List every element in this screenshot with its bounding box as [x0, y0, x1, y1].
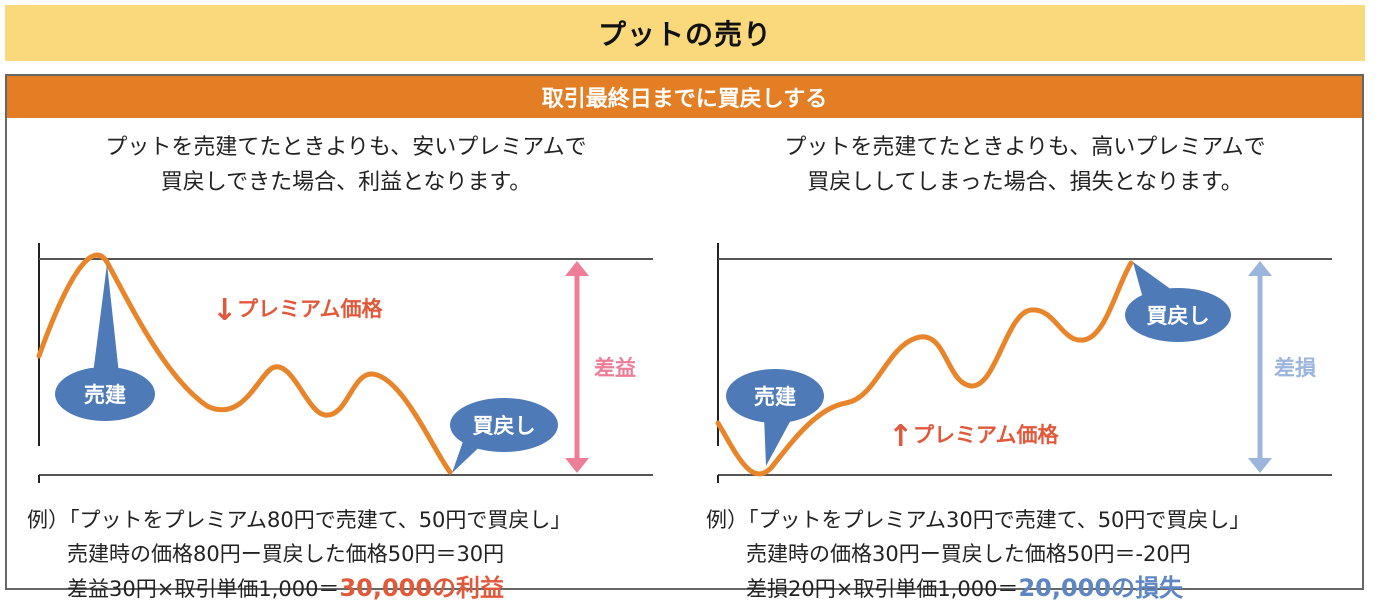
loss-sell-callout: [726, 369, 824, 423]
profit-panel: プットを売建てたときよりも、安いプレミアムで 買戻しできた場合、利益となります。…: [7, 118, 685, 602]
loss-example-line3: 差損20円×取引単価1,000＝20,000の損失: [706, 571, 1250, 606]
loss-price-line: [715, 260, 1134, 477]
loss-premium-label: プレミアム価格: [913, 423, 1060, 447]
loss-result: 20,000の損失: [1018, 574, 1184, 602]
profit-description-line1: プットを売建てたときよりも、安いプレミアムで: [105, 135, 587, 160]
profit-range-arrow-up-icon: [565, 261, 589, 276]
profit-description-line2: 買戻しできた場合、利益となります。: [160, 170, 532, 195]
loss-premium-arrow-icon: ↑: [888, 419, 913, 454]
loss-example-line2: 売建時の価格30円ー買戻した価格50円＝-20円: [746, 542, 1191, 566]
loss-sell-callout-tail: [764, 416, 792, 466]
loss-range-arrow-up-icon: [1248, 261, 1272, 276]
loss-example-prefix: 差損20円×取引単価1,000＝: [746, 577, 1019, 601]
profit-sell-callout: [55, 367, 155, 421]
content-frame: 取引最終日までに買戻しする プットを売建てたときよりも、安いプレミアムで 買戻し…: [5, 74, 1364, 602]
page-title: プットの売り: [597, 18, 772, 51]
profit-buyback-label: 買戻し: [473, 414, 536, 438]
profit-example-line1: 例）「プットをプレミアム80円で売建て、50円で買戻し」: [27, 508, 572, 532]
loss-example: 例）「プットをプレミアム30円で売建て、50円で買戻し」 売建時の価格30円ー買…: [706, 503, 1250, 606]
profit-range-arrow-down-icon: [565, 458, 589, 473]
loss-buyback-callout: [1125, 288, 1231, 342]
profit-premium-label: プレミアム価格: [237, 297, 384, 321]
profit-example-line3: 差益30円×取引単価1,000＝30,000の利益: [27, 571, 571, 606]
loss-description-line2: 買戻ししてしまった場合、損失となります。: [807, 170, 1243, 195]
profit-example: 例）「プットをプレミアム80円で売建て、50円で買戻し」 売建時の価格80円ー買…: [27, 503, 571, 606]
loss-range-label: 差損: [1274, 356, 1317, 380]
subtitle: 取引最終日までに買戻しする: [541, 87, 828, 112]
profit-range-label: 差益: [594, 356, 636, 380]
profit-result: 30,000の利益: [339, 574, 505, 602]
loss-chart: 売建 買戻し ↑ プレミアム価格 差損: [715, 243, 1332, 483]
title-bar: プットの売り: [5, 5, 1365, 61]
profit-sell-label: 売建: [84, 383, 126, 407]
profit-premium-arrow-icon: ↓: [212, 293, 237, 328]
profit-chart: 売建 買戻し ↓ プレミアム価格 差益: [36, 243, 653, 483]
loss-panel: プットを売建てたときよりも、高いプレミアムで 買戻ししてしまった場合、損失となり…: [686, 118, 1364, 602]
loss-buyback-callout-tail: [1133, 262, 1172, 295]
loss-sell-label: 売建: [754, 385, 796, 409]
loss-range-arrow-down-icon: [1248, 458, 1272, 473]
profit-sell-callout-tail: [93, 264, 119, 374]
profit-example-line2: 売建時の価格80円ー買戻した価格50円＝30円: [67, 542, 505, 566]
loss-example-line1: 例）「プットをプレミアム30円で売建て、50円で買戻し」: [706, 508, 1251, 532]
loss-description-line1: プットを売建てたときよりも、高いプレミアムで: [784, 135, 1266, 160]
profit-example-prefix: 差益30円×取引単価1,000＝: [67, 577, 340, 601]
profit-buyback-callout: [450, 398, 558, 452]
subtitle-bar: 取引最終日までに買戻しする: [7, 76, 1362, 118]
profit-price-line: [36, 252, 453, 475]
loss-buyback-label: 買戻し: [1147, 304, 1210, 328]
